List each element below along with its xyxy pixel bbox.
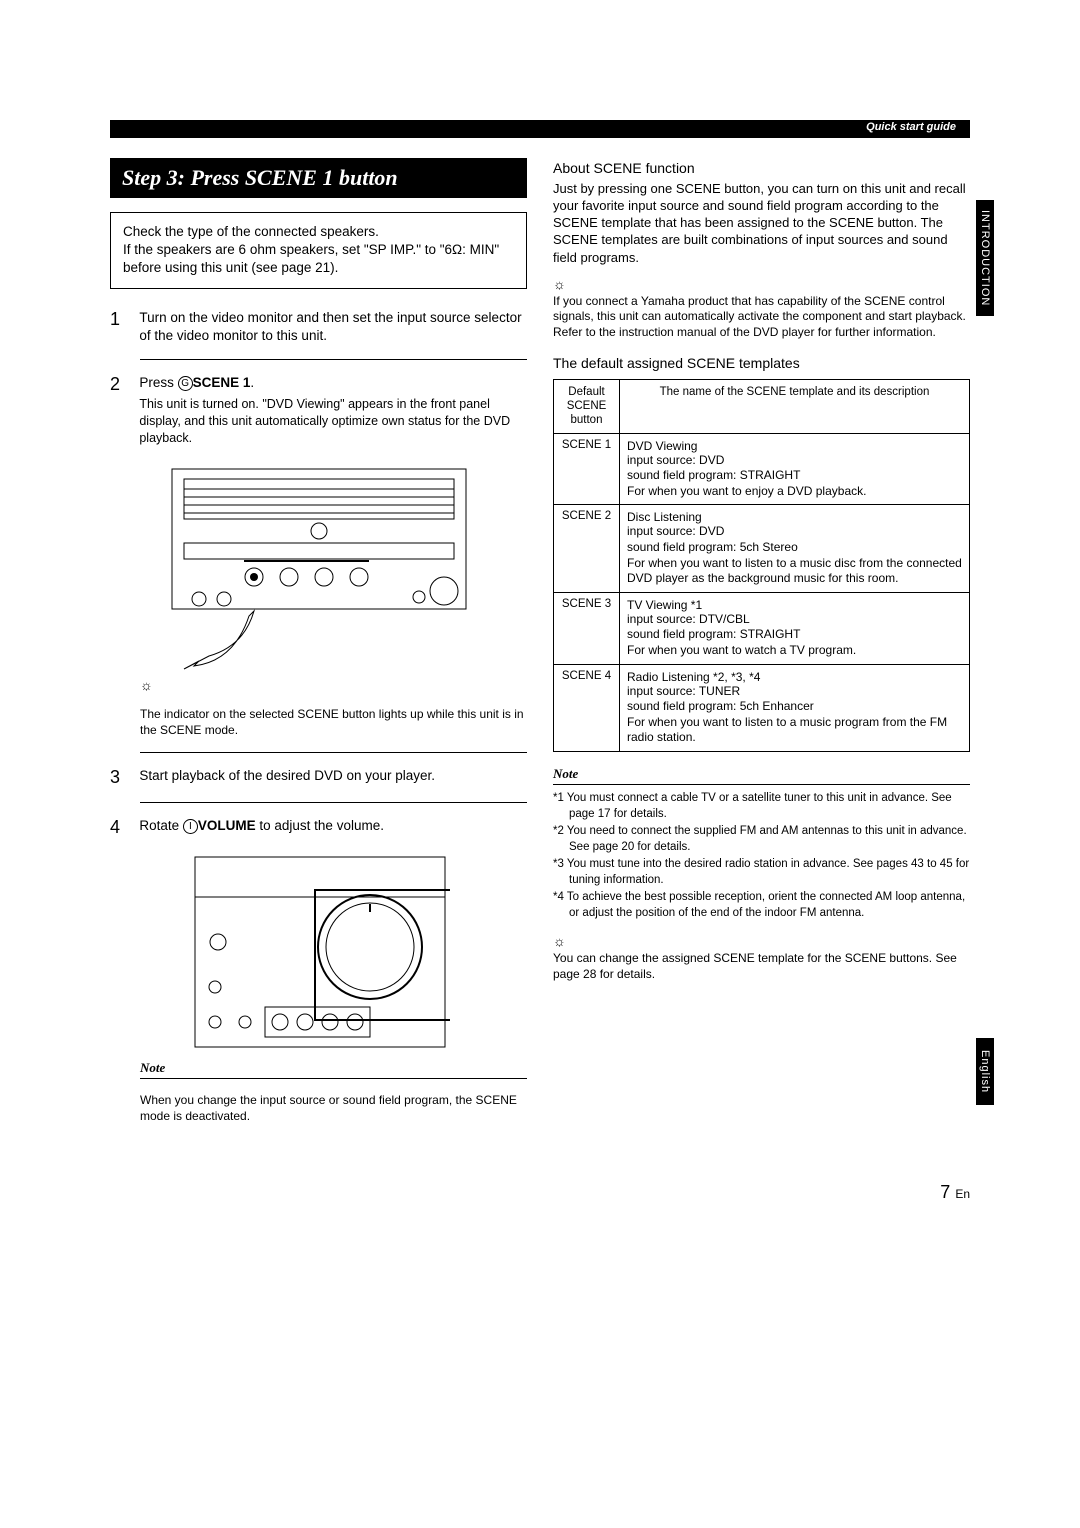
about-scene-text: Just by pressing one SCENE button, you c… xyxy=(553,180,970,266)
right-column: About SCENE function Just by pressing on… xyxy=(553,158,970,1138)
side-tab-introduction: INTRODUCTION xyxy=(976,200,994,316)
step-4: 4 Rotate IVOLUME to adjust the volume. xyxy=(110,817,527,838)
hint-text: The indicator on the selected SCENE butt… xyxy=(140,707,527,738)
step-divider xyxy=(140,802,527,803)
step-number: 4 xyxy=(110,817,136,838)
note-title: Note xyxy=(553,766,970,785)
step-3: 3 Start playback of the desired DVD on y… xyxy=(110,767,527,788)
step-divider xyxy=(140,752,527,753)
left-column: Step 3: Press SCENE 1 button Check the t… xyxy=(110,158,527,1138)
scene-desc-cell: DVD Viewing input source: DVD sound fiel… xyxy=(620,433,970,505)
table-header: The name of the SCENE template and its d… xyxy=(620,379,970,433)
hint-text: If you connect a Yamaha product that has… xyxy=(553,294,970,341)
table-row: SCENE 2 Disc Listening input source: DVD… xyxy=(554,505,970,592)
table-row: SCENE 1 DVD Viewing input source: DVD so… xyxy=(554,433,970,505)
about-scene-heading: About SCENE function xyxy=(553,160,970,176)
scene-templates-table: Default SCENE button The name of the SCE… xyxy=(553,379,970,752)
step-number: 3 xyxy=(110,767,136,788)
table-row: SCENE 3 TV Viewing *1 input source: DTV/… xyxy=(554,592,970,664)
scene1-label: SCENE 1 xyxy=(193,375,251,390)
scene-desc-cell: Radio Listening *2, *3, *4 input source:… xyxy=(620,664,970,751)
step-text: Rotate IVOLUME to adjust the volume. xyxy=(139,817,526,835)
step-number: 1 xyxy=(110,309,136,330)
note-title: Note xyxy=(140,1060,527,1079)
scene-button-cell: SCENE 2 xyxy=(554,505,620,592)
button-ref-icon: I xyxy=(183,819,198,834)
button-ref-icon: G xyxy=(178,376,193,391)
page-columns: Step 3: Press SCENE 1 button Check the t… xyxy=(110,158,970,1138)
volume-label: VOLUME xyxy=(198,818,256,833)
scene-button-cell: SCENE 1 xyxy=(554,433,620,505)
hint-icon: ☼ xyxy=(553,933,970,949)
footnote: *2 You need to connect the supplied FM a… xyxy=(553,824,970,855)
footnotes: *1 You must connect a cable TV or a sate… xyxy=(553,791,970,921)
table-row: SCENE 4 Radio Listening *2, *3, *4 input… xyxy=(554,664,970,751)
step-1: 1 Turn on the video monitor and then set… xyxy=(110,309,527,345)
step-header: Step 3: Press SCENE 1 button xyxy=(110,158,527,198)
templates-heading: The default assigned SCENE templates xyxy=(553,355,970,371)
page-number: 7 En xyxy=(110,1182,970,1203)
scene-button-cell: SCENE 4 xyxy=(554,664,620,751)
step-number: 2 xyxy=(110,374,136,395)
hint-icon: ☼ xyxy=(140,677,527,693)
step-text: Turn on the video monitor and then set t… xyxy=(139,309,526,345)
step-2: 2 Press GSCENE 1. This unit is turned on… xyxy=(110,374,527,447)
hint-icon: ☼ xyxy=(553,276,970,292)
table-header: Default SCENE button xyxy=(554,379,620,433)
note-text: When you change the input source or soun… xyxy=(140,1093,527,1124)
device-front-press-illustration xyxy=(164,461,474,671)
hint-text: You can change the assigned SCENE templa… xyxy=(553,951,970,982)
step-text: Start playback of the desired DVD on you… xyxy=(139,767,526,785)
quick-start-label: Quick start guide xyxy=(866,121,956,133)
scene-desc-cell: Disc Listening input source: DVD sound f… xyxy=(620,505,970,592)
footnote: *3 You must tune into the desired radio … xyxy=(553,857,970,888)
side-tab-language: English xyxy=(976,1038,994,1105)
step-subtext: This unit is turned on. "DVD Viewing" ap… xyxy=(139,396,526,447)
footnote: *1 You must connect a cable TV or a sate… xyxy=(553,791,970,822)
step-text: Press GSCENE 1. This unit is turned on. … xyxy=(139,374,526,447)
scene-button-cell: SCENE 3 xyxy=(554,592,620,664)
device-volume-illustration xyxy=(190,852,450,1052)
header-bar: Quick start guide xyxy=(110,120,970,138)
speaker-check-box: Check the type of the connected speakers… xyxy=(110,212,527,289)
step-list: 1 Turn on the video monitor and then set… xyxy=(110,309,527,1125)
scene-desc-cell: TV Viewing *1 input source: DTV/CBL soun… xyxy=(620,592,970,664)
step-divider xyxy=(140,359,527,360)
footnote: *4 To achieve the best possible receptio… xyxy=(553,890,970,921)
